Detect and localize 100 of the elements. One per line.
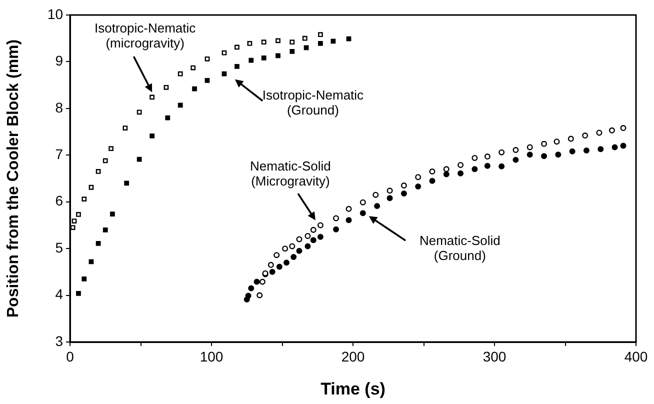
point <box>472 154 478 161</box>
x-tick-label: 400 <box>624 348 648 364</box>
point <box>386 188 393 194</box>
point <box>400 190 407 196</box>
point <box>254 278 260 285</box>
y-tick-label: 10 <box>47 6 64 22</box>
point <box>256 292 263 298</box>
point <box>512 147 519 154</box>
point <box>289 243 296 250</box>
point <box>526 144 533 150</box>
point <box>346 217 352 224</box>
point <box>82 276 87 282</box>
point <box>620 142 626 149</box>
x-tick-label: 300 <box>482 348 506 364</box>
point <box>484 162 490 169</box>
point <box>88 184 94 190</box>
point <box>415 183 422 190</box>
point <box>261 40 266 45</box>
point <box>72 218 77 224</box>
point <box>136 110 142 115</box>
point <box>346 36 352 42</box>
point <box>234 64 240 69</box>
point <box>360 210 366 216</box>
point <box>290 254 297 260</box>
point <box>110 212 115 216</box>
point <box>282 246 288 252</box>
point <box>290 49 295 54</box>
annotation: Isotropic-Nematic (Ground) <box>262 87 364 118</box>
y-tick-label: 7 <box>55 146 64 162</box>
point <box>248 285 254 292</box>
point <box>96 169 101 174</box>
point <box>304 243 311 250</box>
point <box>443 171 450 178</box>
point <box>261 56 266 60</box>
point <box>190 65 196 70</box>
point <box>598 146 604 152</box>
point <box>276 264 282 270</box>
point <box>498 149 505 156</box>
point <box>150 134 155 138</box>
point <box>458 170 464 176</box>
point <box>429 178 436 184</box>
point <box>400 182 407 189</box>
point <box>96 240 101 246</box>
point <box>290 40 295 45</box>
point <box>526 152 533 158</box>
point <box>165 115 170 120</box>
point <box>620 125 626 132</box>
point <box>360 199 366 206</box>
point <box>204 56 210 62</box>
point <box>76 212 81 217</box>
point <box>458 162 464 168</box>
point <box>234 44 240 50</box>
point <box>178 102 183 108</box>
y-axis-title: Position from the Cooler Block (mm) <box>5 39 22 318</box>
point <box>372 192 379 198</box>
point <box>276 38 280 44</box>
point <box>330 38 336 44</box>
point <box>150 94 155 100</box>
point <box>318 32 323 38</box>
point <box>612 144 618 150</box>
point <box>555 152 562 158</box>
point <box>569 148 576 154</box>
point <box>259 278 266 285</box>
point <box>245 292 252 299</box>
point <box>333 226 340 232</box>
point <box>429 168 436 174</box>
y-tick-label: 5 <box>55 239 64 256</box>
annotation: Nematic-Solid (Ground) <box>419 233 500 264</box>
point <box>302 36 308 41</box>
point <box>608 127 615 134</box>
x-tick-label: 200 <box>341 348 365 364</box>
point <box>318 41 323 46</box>
point <box>276 53 280 58</box>
point <box>269 268 276 275</box>
point <box>582 132 588 139</box>
point <box>222 50 227 56</box>
point <box>102 158 108 164</box>
point <box>443 166 450 172</box>
point <box>283 260 290 266</box>
point <box>554 138 560 145</box>
point <box>317 234 324 240</box>
point <box>346 206 352 212</box>
point <box>124 180 130 186</box>
annotation: Isotropic-Nematic (microgravity) <box>94 20 196 50</box>
point <box>178 71 183 76</box>
point <box>472 166 478 172</box>
y-tick-label: 4 <box>55 286 64 302</box>
y-tick-label: 8 <box>55 99 64 116</box>
point <box>415 174 422 180</box>
point <box>310 237 316 244</box>
point <box>247 41 252 46</box>
point <box>541 153 548 160</box>
point <box>108 146 114 152</box>
point <box>192 86 197 92</box>
point <box>222 71 227 76</box>
y-tick-label: 3 <box>55 332 64 349</box>
point <box>164 84 169 90</box>
y-tick-label: 9 <box>55 52 64 69</box>
point <box>310 226 316 233</box>
point <box>541 140 548 147</box>
